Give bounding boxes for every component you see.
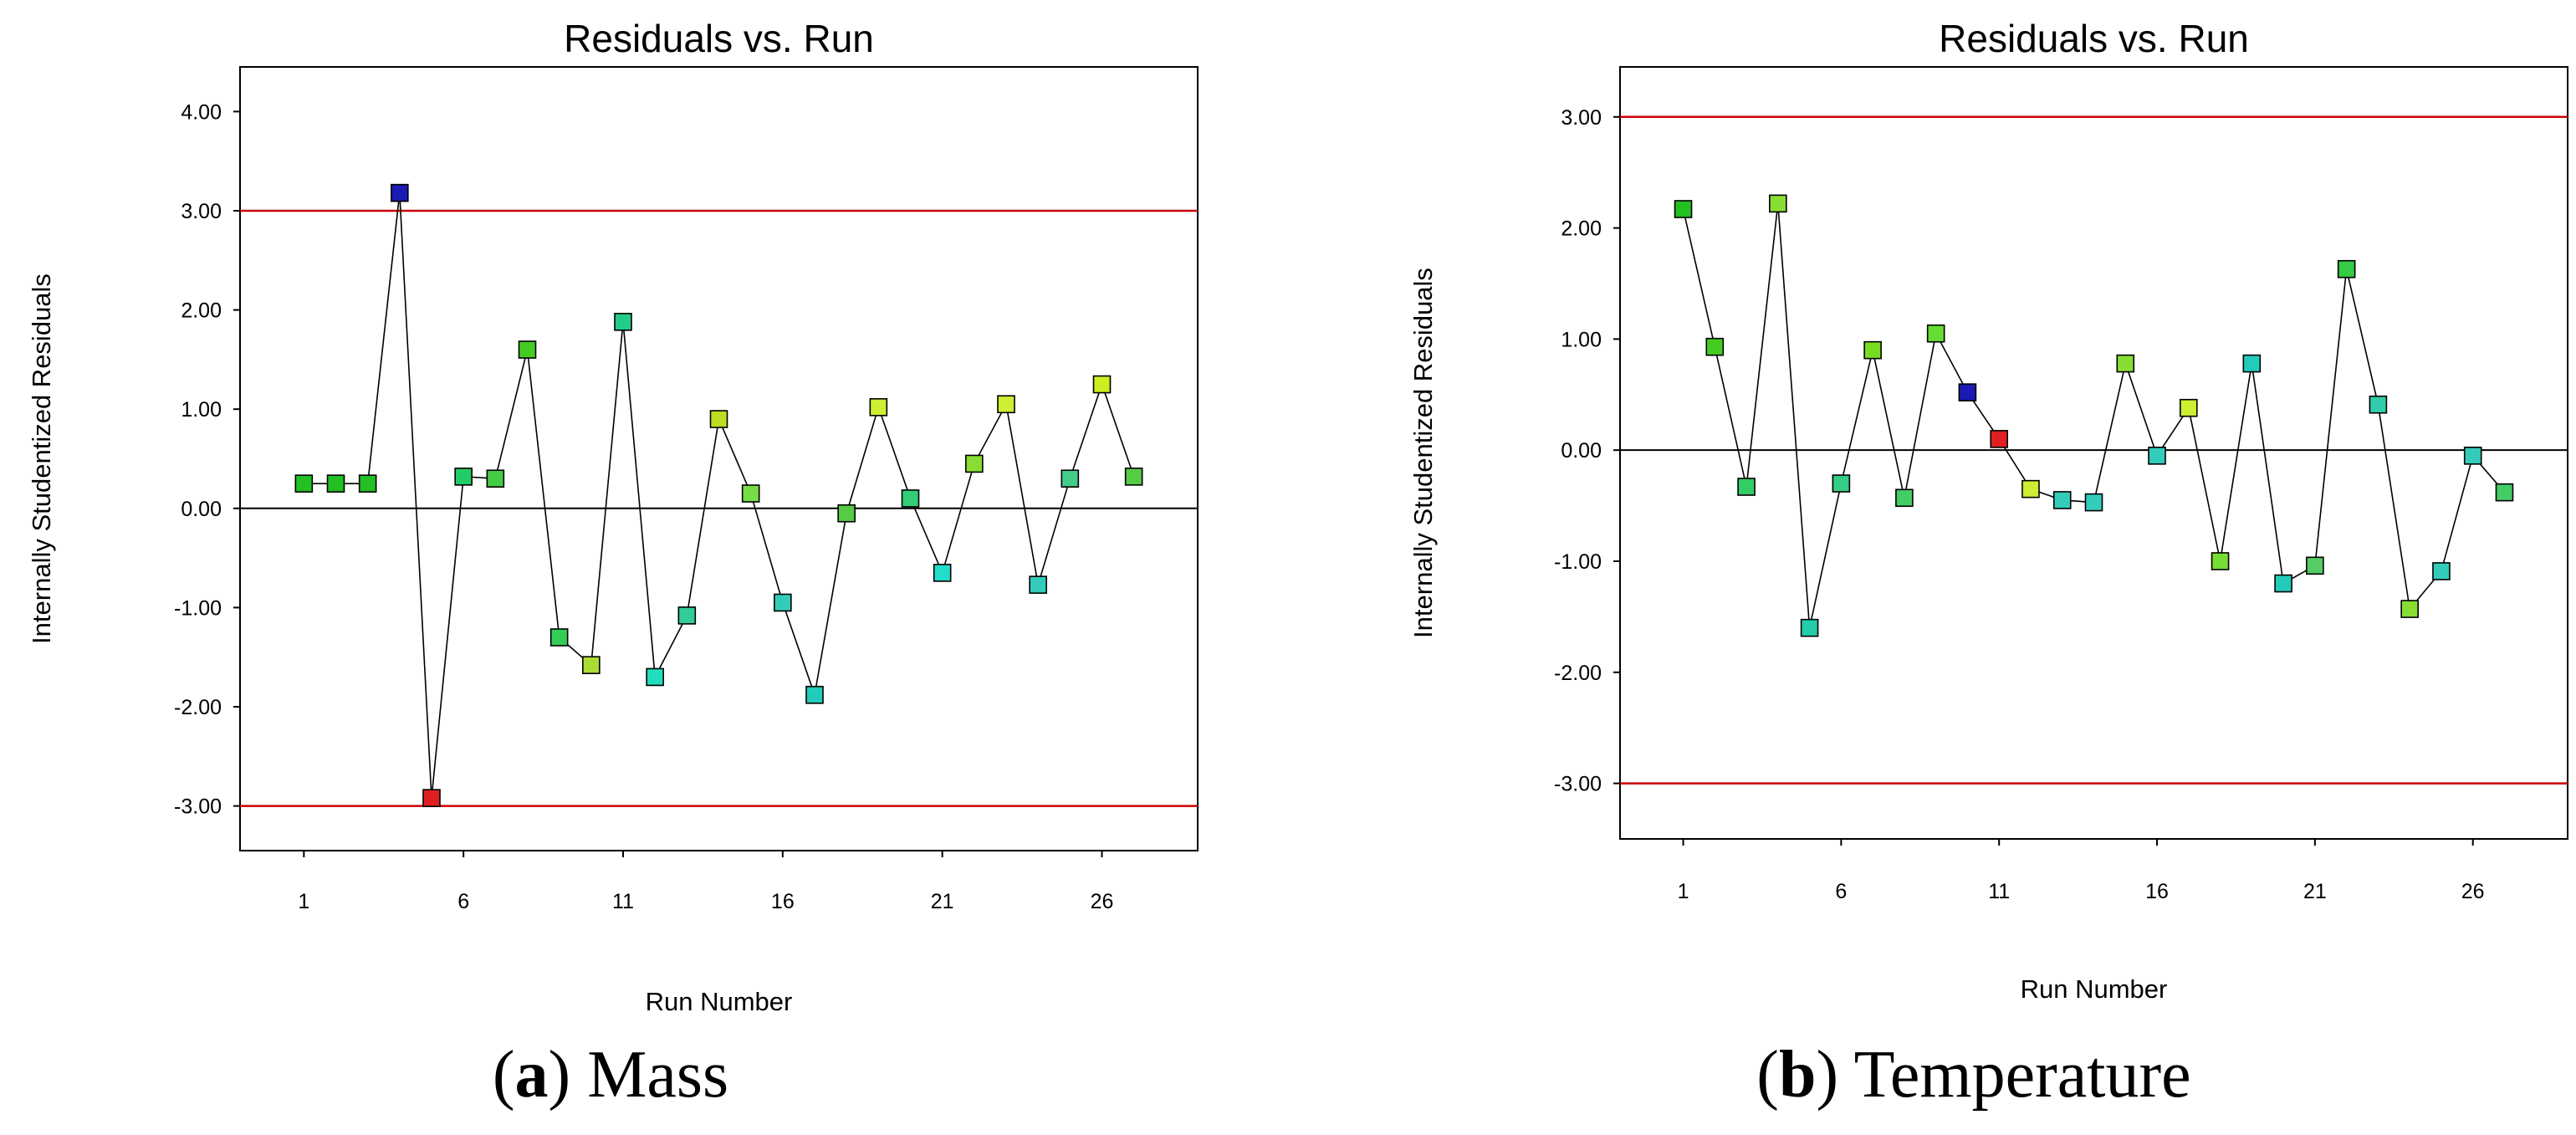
chart1-data-point [358, 474, 377, 493]
chart2-data-point [2116, 354, 2135, 373]
chart2-data-point [1705, 337, 1725, 356]
chart1-y-tick-label: 4.00 [181, 100, 222, 124]
chart1-data-point [1029, 575, 1047, 594]
chart1-data-point [422, 789, 441, 807]
chart2-x-tick-label: 26 [2461, 880, 2485, 903]
chart2-data-point [1863, 340, 1882, 360]
chart1-data-point [869, 398, 888, 417]
chart2-y-axis-label: Internally Studentized Residuals [1408, 268, 1438, 638]
chart2-data-point [1737, 478, 1756, 496]
chart1-data-point [614, 313, 632, 331]
chart2-y-tick-label: -1.00 [1554, 550, 1602, 574]
chart1-y-tick-label: 2.00 [181, 299, 222, 323]
chart2-x-tick-label: 1 [1678, 880, 1689, 903]
chart2-data-point [2084, 493, 2103, 512]
chart2-x-tick-label: 11 [1988, 880, 2010, 903]
chart2-data-point [2274, 574, 2292, 593]
chart2-data-point [2463, 447, 2482, 465]
chart1-data-point [741, 484, 760, 503]
chart2-plot-area [1619, 66, 2568, 840]
chart2-x-tick-label: 21 [2303, 880, 2327, 903]
chart1-data-point [677, 606, 697, 625]
chart1-y-tick-label: 1.00 [181, 398, 222, 422]
chart1-y-axis-label: Internally Studentized Residuals [27, 274, 56, 644]
chart2-y-tick-label: -3.00 [1554, 773, 1602, 796]
chart1-data-point [1061, 469, 1080, 488]
chart1-data-point [486, 469, 505, 488]
chart2-data-point [2242, 354, 2262, 373]
chart1-x-tick-label: 26 [1091, 890, 1114, 913]
chart1-title: Residuals vs. Run [564, 17, 874, 60]
chart2-data-point [2148, 447, 2166, 465]
chart1-data-point [837, 504, 856, 523]
chart2-x-axis-label: Run Number [2021, 974, 2168, 1004]
chart2-data-point [2211, 552, 2230, 570]
chart1-y-tick-label: -1.00 [174, 596, 222, 620]
chart1-data-point [805, 685, 824, 704]
chart2-data-point [1769, 194, 1787, 213]
chart1-y-tick-label: -2.00 [174, 696, 222, 719]
chart2-data-point [2021, 479, 2040, 498]
chart1-data-point [326, 474, 345, 493]
chart1-plot-area [239, 66, 1199, 851]
chart1-data-point [933, 564, 952, 582]
chart1-y-tick-label: 3.00 [181, 200, 222, 223]
chart2-y-tick-label: 2.00 [1561, 217, 1602, 241]
chart1-data-point [1124, 468, 1143, 486]
chart1-data-point [391, 183, 409, 202]
chart1-data-point [518, 340, 537, 359]
chart2-title: Residuals vs. Run [1939, 17, 2249, 60]
chart2-data-point [1926, 324, 1945, 343]
caption-a-letter: a [514, 1038, 549, 1112]
chart2-y-tick-label: 3.00 [1561, 106, 1602, 130]
chart2-data-point [2306, 556, 2324, 575]
chart2-data-point [2052, 491, 2072, 509]
caption-a-text: Mass [570, 1038, 729, 1112]
chart1-y-tick-label: -3.00 [174, 795, 222, 819]
chart2-data-point [1832, 474, 1851, 493]
chart1-x-axis-label: Run Number [646, 987, 793, 1016]
chart1-data-point [549, 628, 569, 647]
chart1-data-point [709, 410, 728, 428]
chart2-data-point [2400, 600, 2419, 618]
chart1-data-point [646, 667, 664, 687]
caption-a: (a) Mass [492, 1038, 729, 1112]
chart2-data-point [2495, 483, 2514, 502]
chart1-data-point [1092, 375, 1112, 394]
chart2-data-point [1958, 383, 1977, 401]
chart2-data-point [1674, 200, 1693, 218]
chart1-x-tick-label: 21 [931, 890, 954, 913]
chart1-data-point [294, 474, 314, 493]
caption-b-letter: b [1778, 1038, 1817, 1112]
caption-b-text: Temperature [1838, 1038, 2191, 1112]
chart2-y-tick-label: 0.00 [1561, 439, 1602, 463]
chart1-x-tick-label: 11 [612, 890, 634, 913]
chart1-data-point [901, 489, 920, 508]
chart1-y-tick-label: 0.00 [181, 498, 222, 521]
chart2-data-point [2369, 395, 2388, 414]
chart2-data-point [1895, 488, 1914, 508]
chart1-x-tick-label: 1 [298, 890, 309, 913]
chart1-data-point [965, 454, 984, 473]
chart2-data-point [2432, 562, 2451, 580]
chart1-data-point [582, 656, 601, 675]
chart2-x-tick-label: 16 [2145, 880, 2169, 903]
chart2-data-point [2337, 259, 2356, 279]
chart2-data-point [1800, 618, 1819, 637]
chart2-x-tick-label: 6 [1835, 880, 1847, 903]
chart1-x-tick-label: 16 [771, 890, 795, 913]
chart1-data-point [997, 395, 1015, 414]
caption-b: (b) Temperature [1756, 1038, 2191, 1112]
chart2-y-tick-label: 1.00 [1561, 328, 1602, 351]
chart2-data-point [2180, 398, 2198, 417]
chart2-y-tick-label: -2.00 [1554, 662, 1602, 685]
chart2-data-point [1990, 430, 2008, 448]
chart1-x-tick-label: 6 [457, 890, 469, 913]
chart1-data-point [454, 468, 473, 486]
chart1-data-point [774, 593, 792, 612]
